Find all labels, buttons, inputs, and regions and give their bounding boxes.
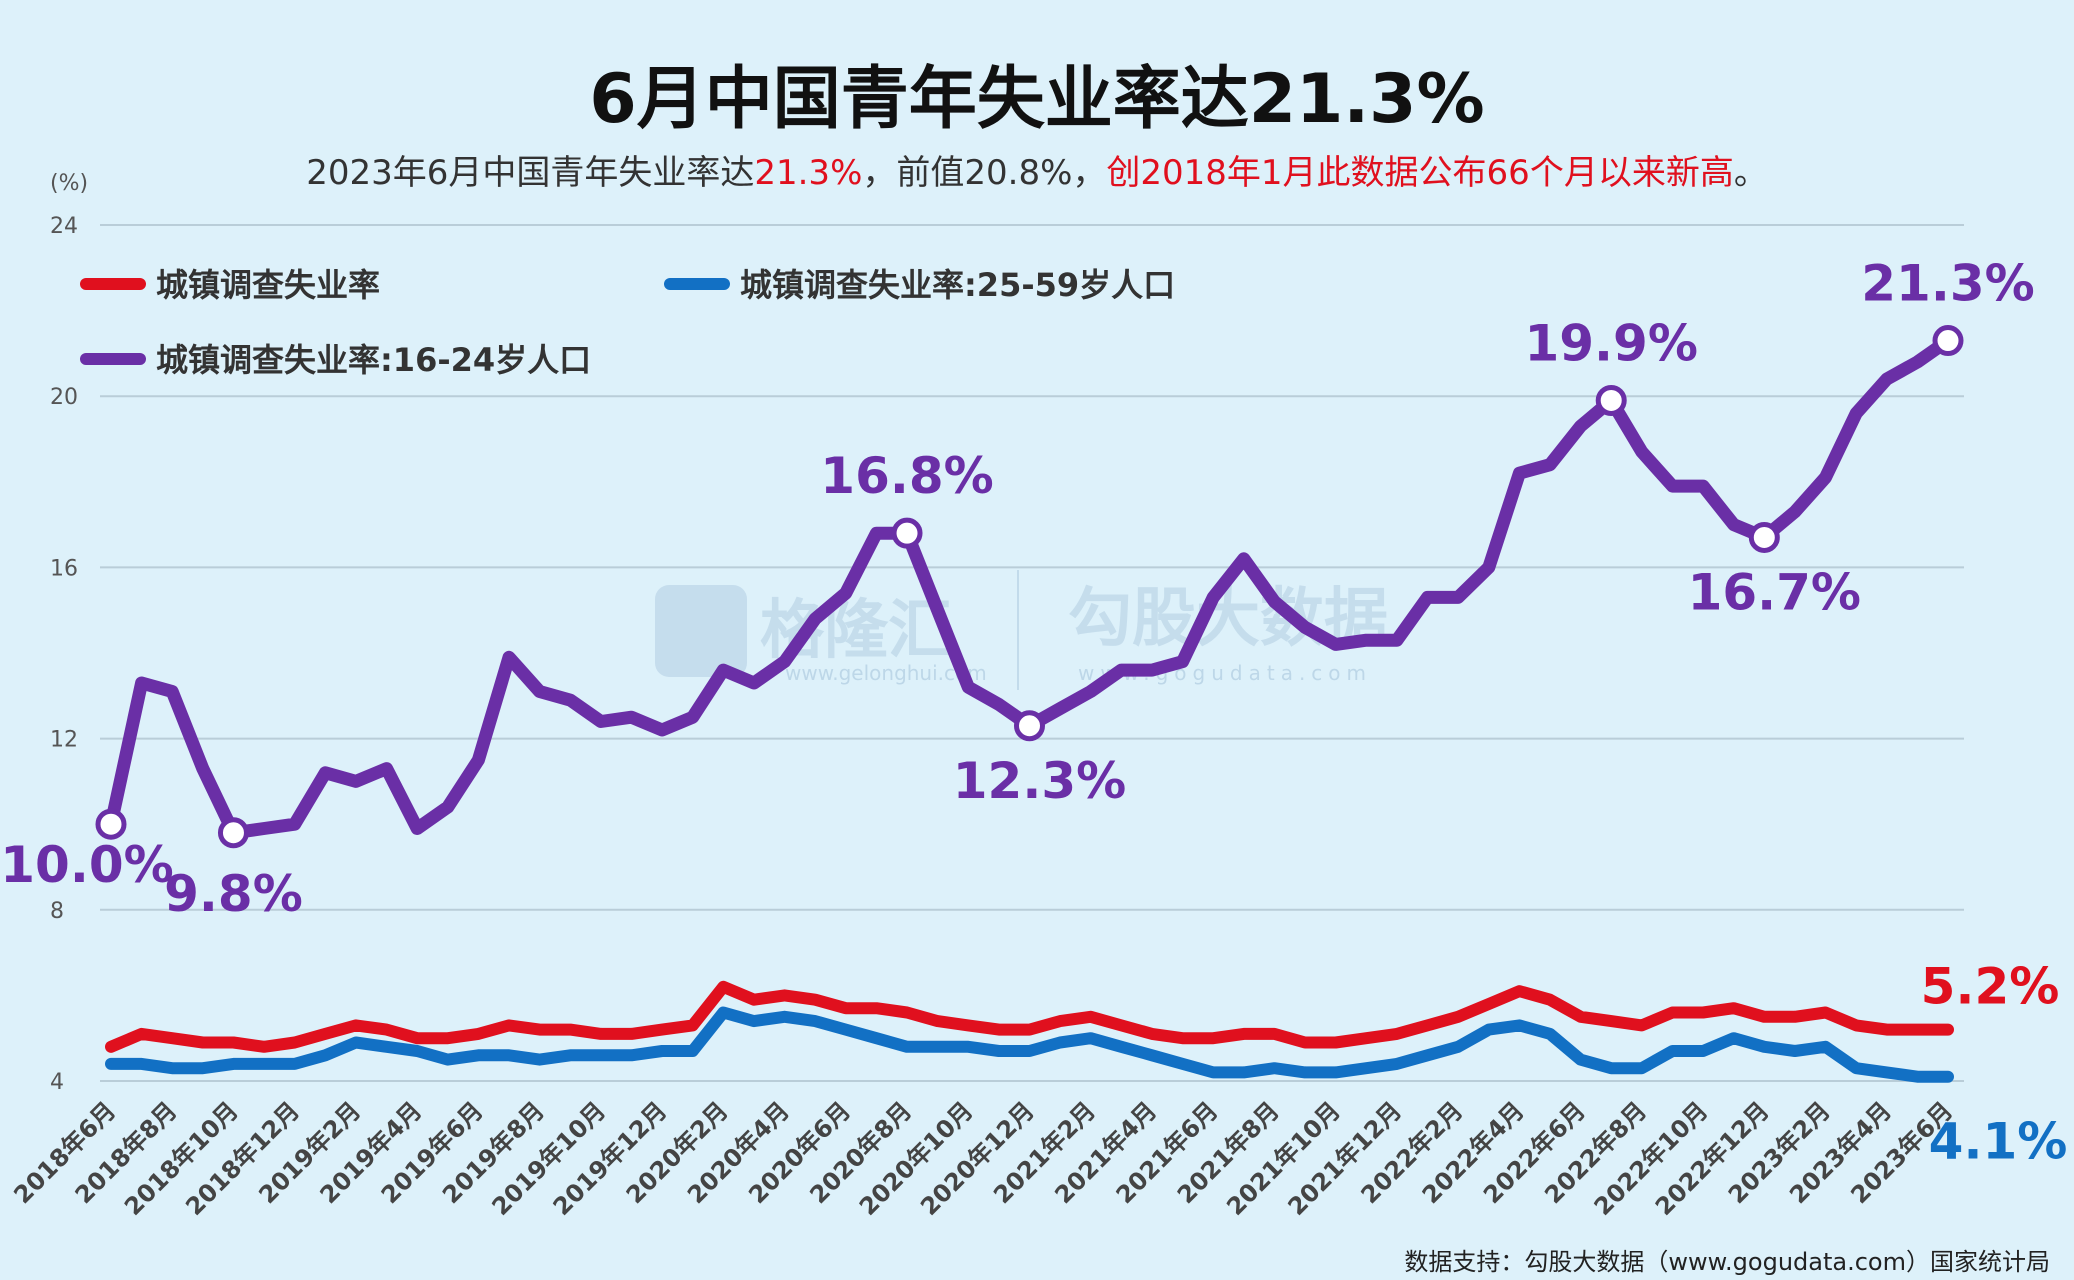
source-note: 数据支持：勾股大数据（www.gogudata.com）国家统计局: [1404, 1248, 2050, 1276]
legend-label: 城镇调查失业率: [156, 266, 380, 304]
watermark: 格隆汇 www.gelonghui.com 勾股大数据 www.gogudata…: [655, 570, 1388, 690]
legend-swatch-purple: [80, 353, 146, 365]
y-tick-label: 24: [50, 214, 78, 239]
subtitle-part: 。: [1734, 153, 1768, 193]
y-tick-label: 4: [50, 1070, 64, 1095]
grid: 4 8 12 16 20 24: [50, 214, 1964, 1095]
annotations: 10.0%9.8% 16.8% 12.3% 19.9% 16.7% 21.3% 5.2% 4.…: [0, 255, 2067, 1171]
data-label: 21.3%: [1861, 255, 2034, 313]
subtitle-part: ，前值20.8%，: [862, 153, 1106, 193]
legend-swatch-red: [80, 278, 146, 290]
data-label: 4.1%: [1929, 1113, 2068, 1171]
chart-subtitle: 2023年6月中国青年失业率达21.3%，前值20.8%，创2018年1月此数据…: [306, 153, 1768, 193]
data-point-marker: [95, 808, 127, 840]
legend-label: 城镇调查失业率:16-24岁人口: [156, 341, 591, 379]
data-label: 16.7%: [1688, 563, 1861, 621]
data-point-marker: [217, 817, 249, 849]
data-label: 9.8%: [164, 865, 303, 923]
series-lines: [104, 334, 1955, 1083]
series-line-1: [105, 1006, 1954, 1083]
legend: 城镇调查失业率 城镇调查失业率:25-59岁人口 城镇调查失业率:16-24岁人…: [80, 266, 1175, 379]
x-axis-labels: 2018年6月2018年8月2018年10月2018年12月2019年2月201…: [8, 1096, 1958, 1221]
data-label: 16.8%: [820, 447, 993, 505]
chart-title: 6月中国青年失业率达21.3%: [589, 60, 1484, 139]
watermark-logo-icon: [655, 585, 747, 677]
data-point-marker: [1748, 521, 1780, 553]
data-label: 19.9%: [1524, 314, 1697, 372]
data-label: 12.3%: [953, 752, 1126, 810]
legend-label: 城镇调查失业率:25-59岁人口: [740, 266, 1175, 304]
data-label: 10.0%: [0, 836, 173, 894]
subtitle-highlight: 21.3%: [754, 153, 862, 193]
y-tick-label: 12: [50, 728, 78, 753]
data-point-marker: [1932, 325, 1964, 357]
data-point-marker: [1014, 710, 1045, 742]
legend-swatch-blue: [664, 278, 730, 290]
subtitle-highlight: 创2018年1月此数据公布66个月以来新高: [1106, 153, 1733, 193]
series-line-0: [105, 980, 1954, 1053]
y-tick-label: 16: [50, 556, 78, 581]
y-axis-unit: (%): [50, 171, 88, 196]
data-label: 5.2%: [1921, 958, 2060, 1016]
data-point-marker: [891, 517, 923, 549]
y-tick-label: 20: [50, 385, 78, 410]
data-point-marker: [1595, 384, 1627, 416]
subtitle-part: 2023年6月中国青年失业率达: [306, 153, 754, 193]
y-tick-label: 8: [50, 899, 64, 924]
